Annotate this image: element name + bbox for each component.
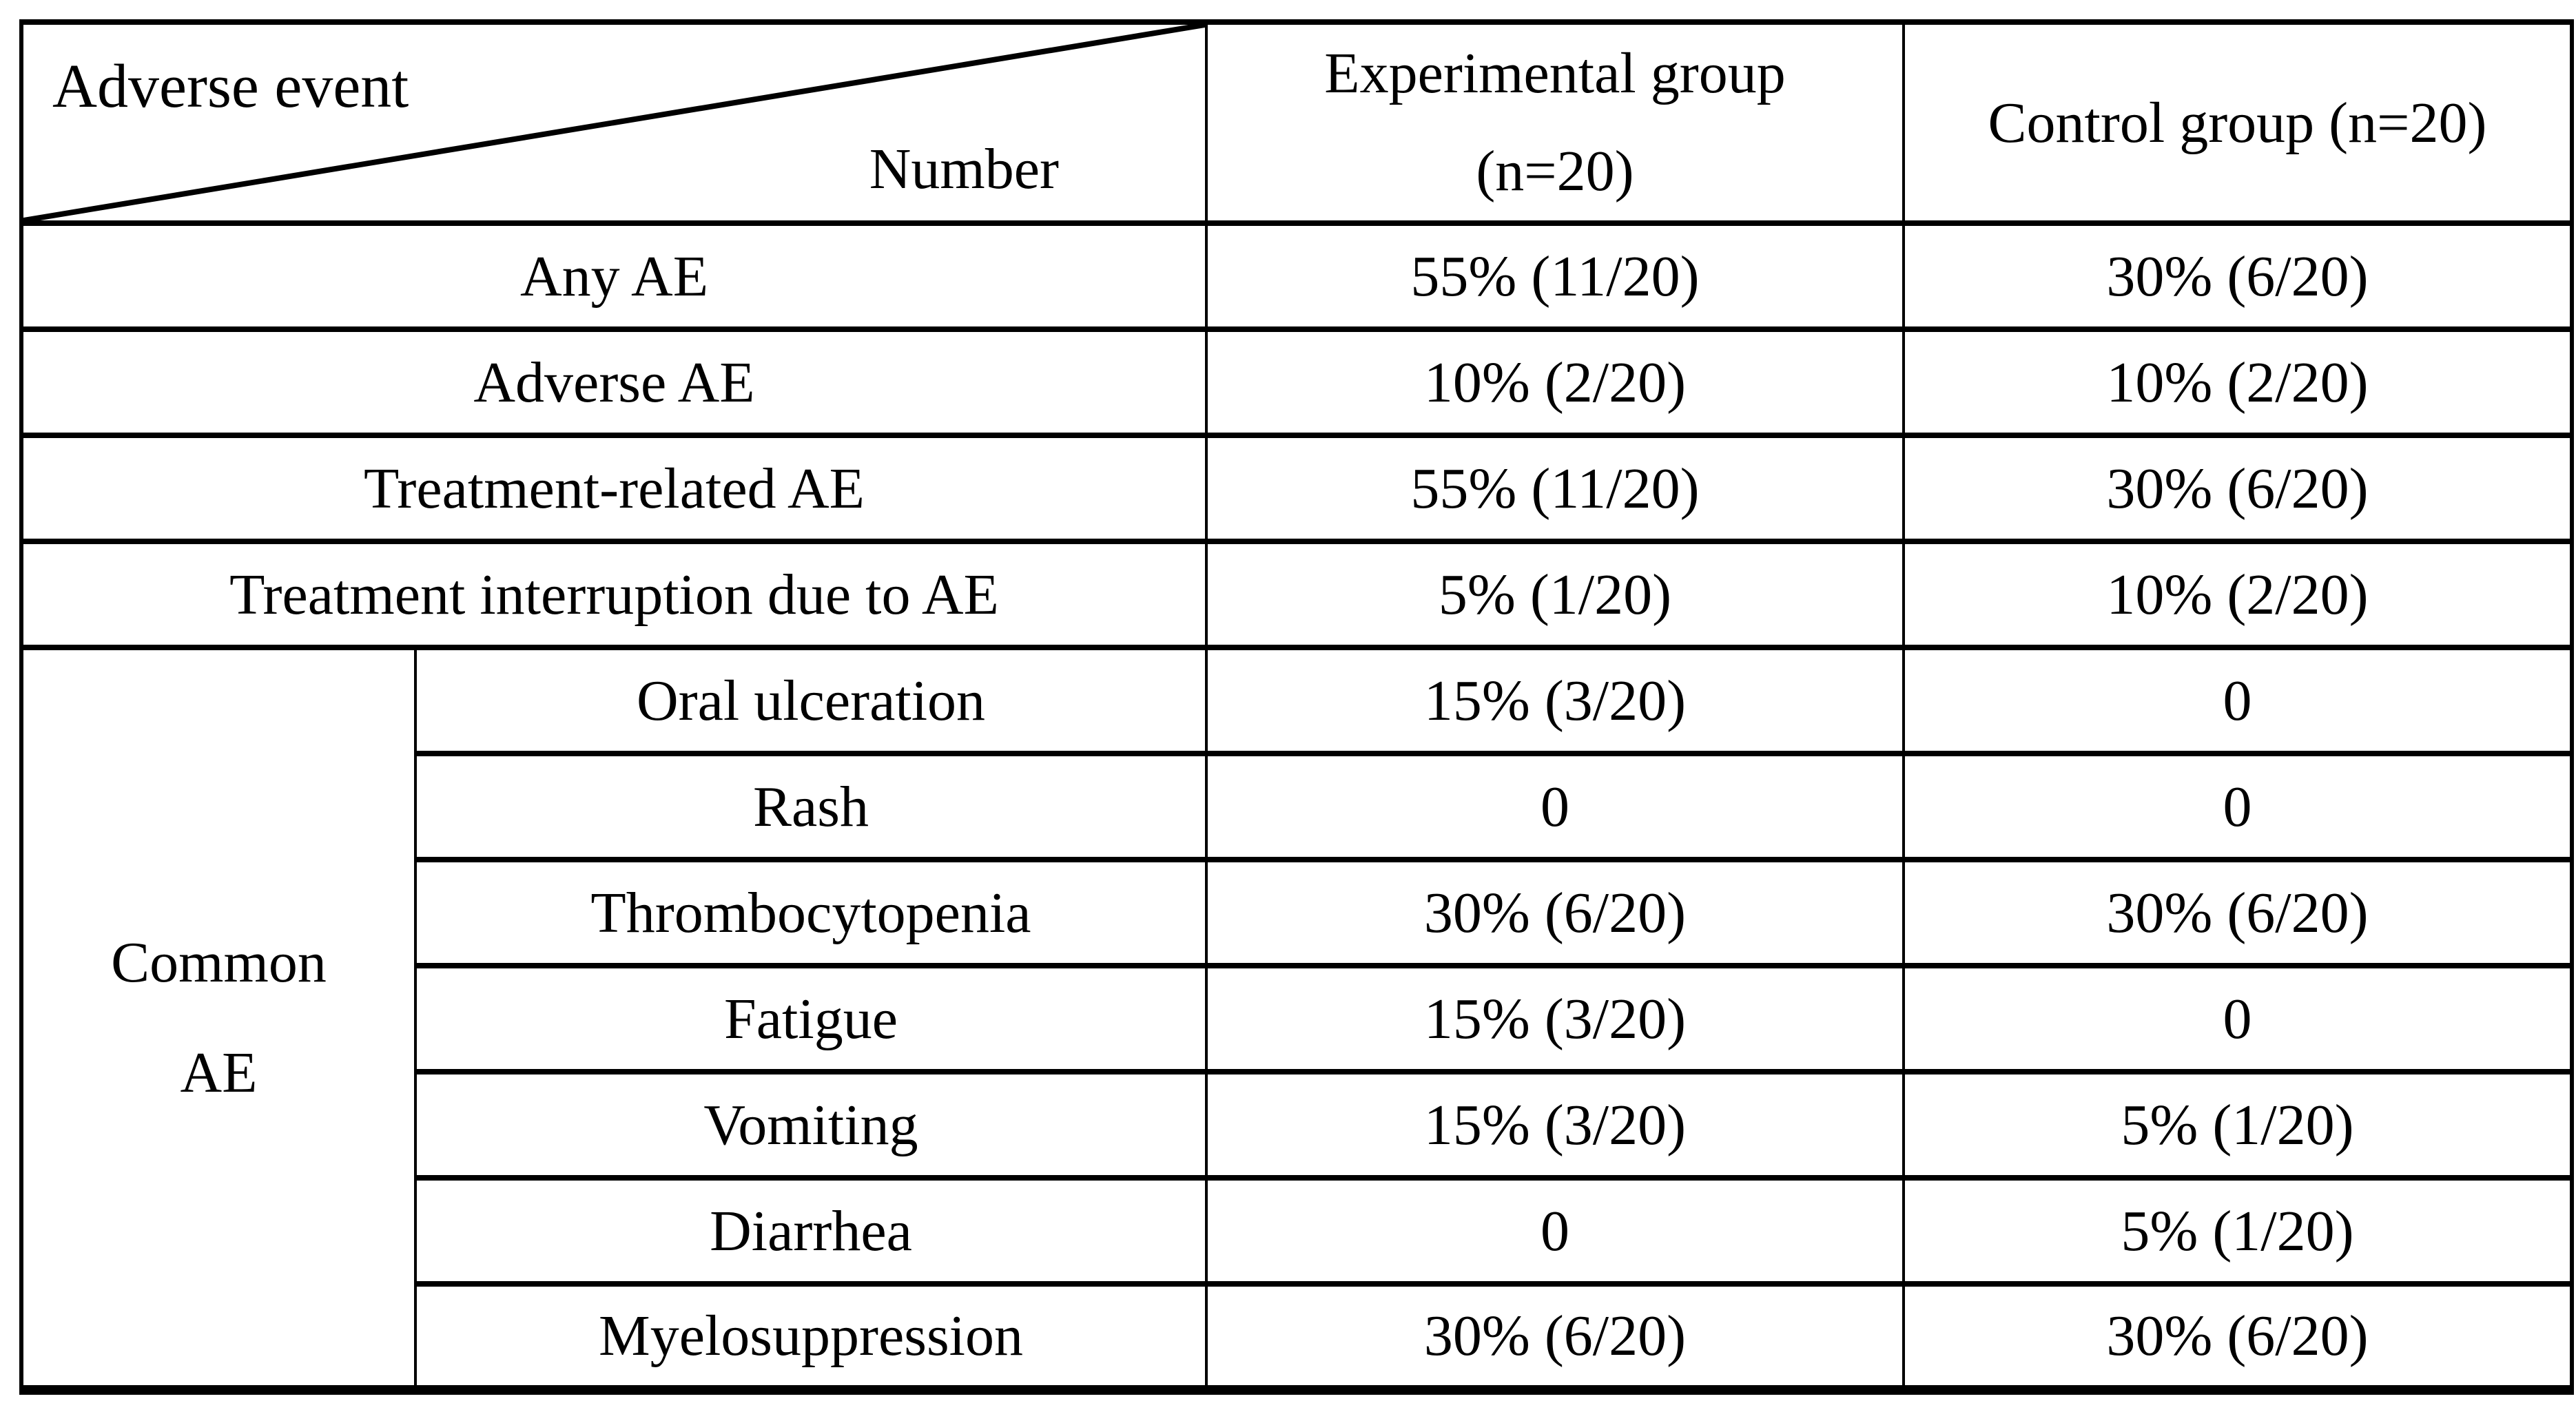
table-row: Myelosuppression 30% (6/20) 30% (6/20) [21,1281,2573,1393]
control-value-cell: 30% (6/20) [1902,220,2573,332]
common-ae-label-line2: AE [180,1040,258,1105]
experimental-value-cell: 15% (3/20) [1205,1069,1905,1181]
control-value-cell: 30% (6/20) [1902,857,2573,968]
table-row: Treatment-related AE 55% (11/20) 30% (6/… [20,433,2573,544]
header-adverse-event-label: Adverse event [52,52,409,121]
control-value-cell: 0 [1902,645,2573,756]
experimental-value-cell: 55% (11/20) [1205,433,1905,544]
control-value-cell: 10% (2/20) [1902,539,2573,650]
table-row: Treatment interruption due to AE 5% (1/2… [20,539,2573,650]
header-experimental-group-cell: Experimental group (n=20) [1205,19,1905,226]
table-row: Rash 0 0 [21,751,2573,862]
table-row: Fatigue 15% (3/20) 0 [21,963,2573,1074]
experimental-value-cell: 55% (11/20) [1205,220,1905,332]
adverse-events-table: Adverse event Number Experimental group … [19,19,2574,1395]
row-label-cell: Oral ulceration [414,645,1208,756]
table-row: Common AE Oral ulceration 15% (3/20) 0 [20,645,2573,1393]
common-ae-group-cell: Common AE [20,645,417,1393]
row-label-cell: Fatigue [414,963,1208,1074]
experimental-value-cell: 0 [1205,751,1905,862]
control-value-cell: 0 [1902,751,2573,862]
row-label-cell: Any AE [20,220,1208,332]
row-label-cell: Treatment interruption due to AE [20,539,1208,650]
row-label-cell: Adverse AE [20,326,1208,438]
header-experimental-line2: (n=20) [1476,139,1634,203]
table-row: Adverse AE 10% (2/20) 10% (2/20) [20,326,2573,438]
row-label-cell: Diarrhea [414,1175,1208,1287]
row-label-cell: Thrombocytopenia [414,857,1208,968]
diagonal-header-cell: Adverse event Number [20,19,1208,226]
header-experimental-line1: Experimental group [1324,41,1786,105]
table-row: Diarrhea 0 5% (1/20) [21,1175,2573,1287]
experimental-value-cell: 0 [1205,1175,1905,1287]
header-control-group-cell: Control group (n=20) [1902,19,2573,226]
header-number-label: Number [869,137,1059,201]
diagonal-divider-line [24,28,1204,218]
experimental-value-cell: 10% (2/20) [1205,326,1905,438]
control-value-cell: 10% (2/20) [1902,326,2573,438]
common-ae-label-line1: Common [111,930,327,995]
row-label-cell: Vomiting [414,1069,1208,1181]
table-row: Any AE 55% (11/20) 30% (6/20) [20,220,2573,332]
row-label-cell: Treatment-related AE [20,433,1208,544]
control-value-cell: 30% (6/20) [1902,1281,2573,1393]
control-value-cell: 5% (1/20) [1902,1069,2573,1181]
row-label-cell: Rash [414,751,1208,862]
control-value-cell: 30% (6/20) [1902,433,2573,544]
experimental-value-cell: 15% (3/20) [1205,963,1905,1074]
header-row: Adverse event Number Experimental group … [20,19,2573,226]
experimental-value-cell: 5% (1/20) [1205,539,1905,650]
control-value-cell: 5% (1/20) [1902,1175,2573,1287]
experimental-value-cell: 30% (6/20) [1205,857,1905,968]
control-value-cell: 0 [1902,963,2573,1074]
experimental-value-cell: 30% (6/20) [1205,1281,1905,1393]
row-label-cell: Myelosuppression [414,1281,1208,1393]
table-row: Thrombocytopenia 30% (6/20) 30% (6/20) [21,857,2573,968]
table-row: Vomiting 15% (3/20) 5% (1/20) [21,1069,2573,1181]
experimental-value-cell: 15% (3/20) [1205,645,1905,756]
